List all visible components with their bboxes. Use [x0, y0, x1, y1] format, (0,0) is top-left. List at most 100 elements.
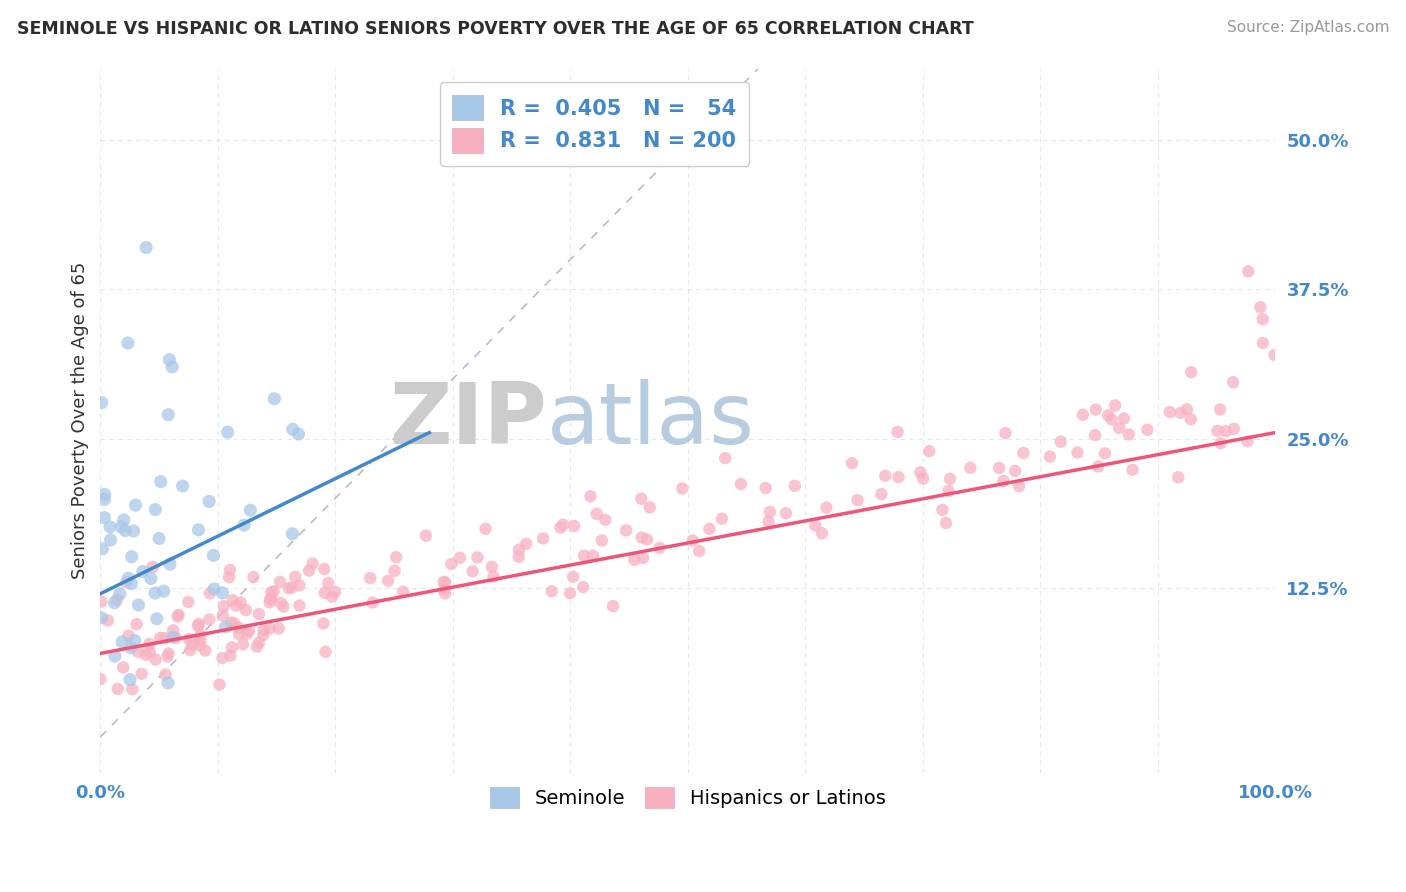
Point [190, 633, 212, 648]
Point [146, 612, 169, 626]
Point [595, 513, 617, 527]
Point [157, 408, 180, 422]
Point [783, 479, 806, 493]
Point [157, 647, 180, 661]
Point [994, 426, 1017, 441]
Point [614, 524, 637, 538]
Point [759, 505, 782, 519]
Point [1066, 445, 1088, 459]
Point [232, 637, 254, 651]
Point [253, 623, 276, 637]
Point [1167, 470, 1189, 484]
Point [112, 513, 135, 527]
Point [162, 624, 184, 638]
Point [1039, 450, 1062, 464]
Point [149, 631, 172, 645]
Point [1209, 402, 1232, 417]
Point [90, 595, 112, 609]
Point [221, 615, 243, 630]
Point [124, 498, 146, 512]
Point [239, 503, 262, 517]
Point [110, 519, 132, 533]
Point [631, 551, 654, 566]
Point [755, 481, 778, 495]
Point [540, 584, 562, 599]
Point [298, 564, 321, 578]
Point [361, 595, 384, 609]
Point [558, 586, 581, 600]
Point [107, 681, 129, 696]
Point [1071, 408, 1094, 422]
Point [259, 622, 281, 636]
Point [247, 607, 270, 621]
Point [93, 487, 115, 501]
Point [259, 595, 281, 609]
Point [531, 532, 554, 546]
Point [1094, 446, 1116, 460]
Point [165, 631, 187, 645]
Point [461, 564, 484, 578]
Point [120, 640, 142, 655]
Point [284, 570, 307, 584]
Point [108, 587, 131, 601]
Point [172, 479, 194, 493]
Point [841, 456, 863, 470]
Point [97, 614, 120, 628]
Point [1263, 348, 1285, 362]
Point [143, 502, 166, 516]
Point [467, 550, 489, 565]
Point [246, 640, 269, 654]
Point [269, 574, 291, 589]
Point [236, 627, 259, 641]
Point [224, 616, 246, 631]
Point [939, 472, 962, 486]
Point [219, 563, 242, 577]
Point [135, 241, 157, 255]
Point [242, 570, 264, 584]
Point [211, 586, 233, 600]
Point [211, 651, 233, 665]
Point [1222, 375, 1244, 389]
Point [804, 518, 827, 533]
Point [228, 627, 250, 641]
Point [181, 637, 204, 651]
Point [730, 477, 752, 491]
Point [931, 503, 953, 517]
Point [1159, 405, 1181, 419]
Point [815, 500, 838, 515]
Point [710, 511, 733, 525]
Point [935, 516, 957, 530]
Point [202, 582, 225, 596]
Point [273, 599, 295, 614]
Point [1209, 436, 1232, 450]
Point [1180, 412, 1202, 426]
Point [235, 603, 257, 617]
Point [623, 553, 645, 567]
Point [93, 510, 115, 524]
Point [155, 667, 177, 681]
Point [202, 549, 225, 563]
Point [247, 636, 270, 650]
Text: atlas: atlas [547, 379, 755, 462]
Point [103, 596, 125, 610]
Point [1004, 464, 1026, 478]
Point [562, 570, 585, 584]
Point [887, 470, 910, 484]
Point [714, 451, 737, 466]
Point [321, 590, 343, 604]
Text: Source: ZipAtlas.com: Source: ZipAtlas.com [1226, 20, 1389, 35]
Point [188, 639, 211, 653]
Point [648, 541, 671, 555]
Point [1249, 300, 1271, 314]
Point [166, 609, 188, 624]
Y-axis label: Seniors Poverty Over the Age of 65: Seniors Poverty Over the Age of 65 [72, 262, 89, 579]
Point [212, 599, 235, 614]
Point [233, 518, 256, 533]
Point [811, 526, 834, 541]
Point [585, 507, 607, 521]
Point [208, 677, 231, 691]
Point [98, 520, 121, 534]
Point [90, 611, 112, 625]
Point [591, 533, 613, 548]
Point [572, 549, 595, 563]
